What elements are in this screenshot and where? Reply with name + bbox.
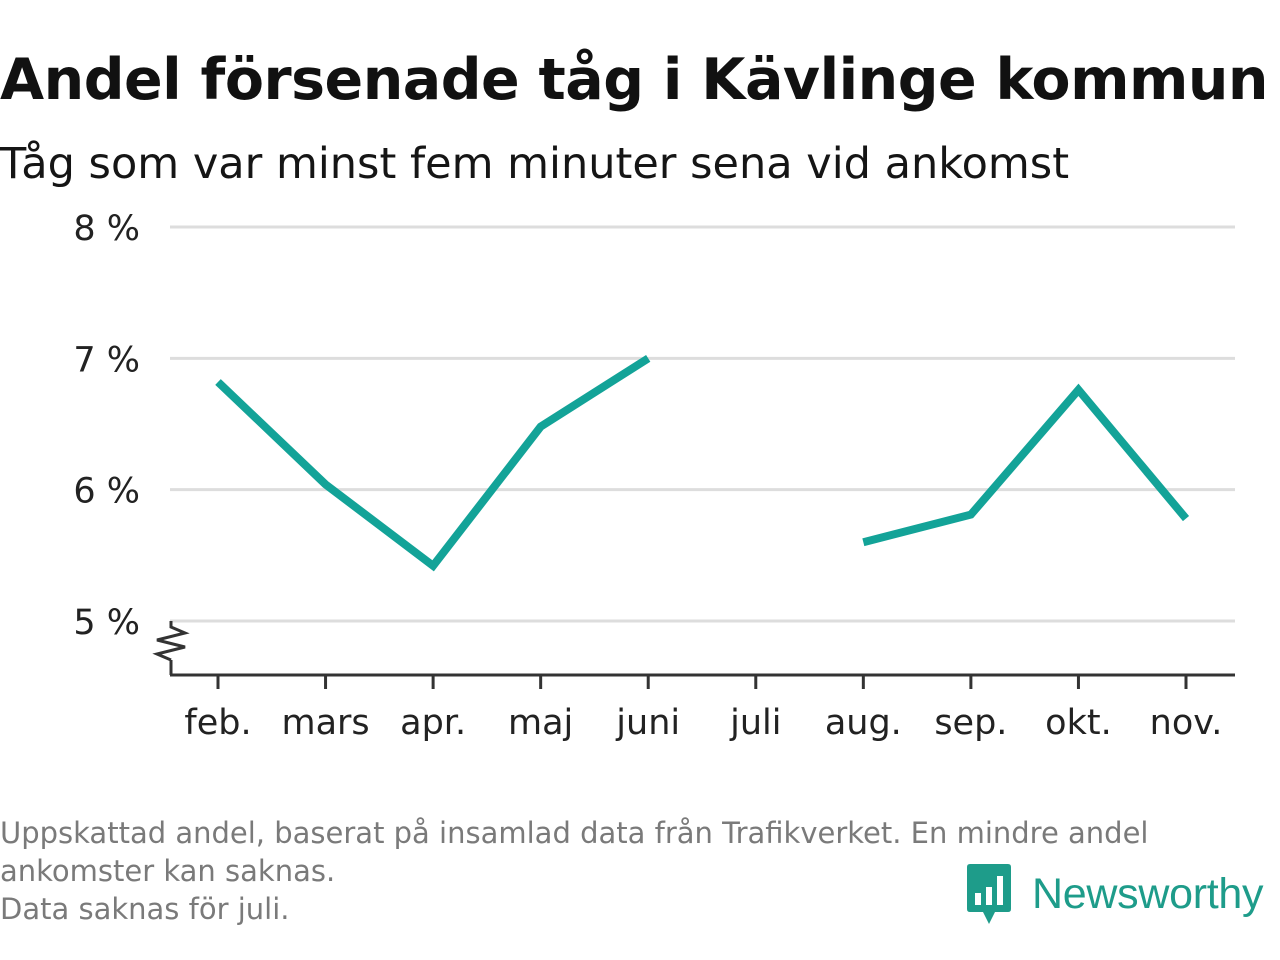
y-tick-label: 8 % <box>73 209 140 249</box>
axis-break-icon <box>152 621 190 662</box>
series-line <box>862 383 1190 547</box>
tick-labels: 5 % 6 % 7 % 8 % feb. mars apr. maj juni juli aug. s… <box>73 209 1222 743</box>
footnote-line: Data saknas för juli. <box>0 892 290 926</box>
y-tick-label: 7 % <box>73 340 140 380</box>
chart-title: Andel försenade tåg i Kävlinge kommun <box>0 47 1269 113</box>
bar-chart-speech-bubble-icon <box>967 864 1011 924</box>
series-line <box>215 354 651 572</box>
x-tick-label: okt. <box>1045 703 1112 743</box>
newsworthy-logo: Newsworthy <box>964 862 1263 926</box>
x-tick-label: nov. <box>1150 703 1223 743</box>
y-tick-label: 5 % <box>73 603 140 643</box>
x-tick-label: mars <box>281 703 369 743</box>
footnote-line: ankomster kan saknas. <box>0 854 336 888</box>
line-chart: 5 % 6 % 7 % 8 % feb. mars apr. maj juni juli aug. s… <box>73 209 1235 743</box>
x-tick-label: juli <box>729 703 781 743</box>
chart-subtitle: Tåg som var minst fem minuter sena vid a… <box>0 139 1070 189</box>
x-tick-label: apr. <box>400 703 466 743</box>
series-lines <box>215 354 1190 572</box>
axes <box>152 621 1235 689</box>
gridlines <box>170 225 1235 623</box>
footnote-line: Uppskattad andel, baserat på insamlad da… <box>0 816 1149 850</box>
y-tick-label: 6 % <box>73 472 140 512</box>
x-tick-label: aug. <box>825 703 902 743</box>
x-tick-label: juni <box>615 703 680 743</box>
footnote: Uppskattad andel, baserat på insamlad da… <box>0 814 1270 928</box>
brand-name: Newsworthy <box>1032 869 1264 918</box>
x-tick-label: feb. <box>184 703 251 743</box>
x-tick-label: sep. <box>934 703 1007 743</box>
x-tick-label: maj <box>508 703 573 743</box>
